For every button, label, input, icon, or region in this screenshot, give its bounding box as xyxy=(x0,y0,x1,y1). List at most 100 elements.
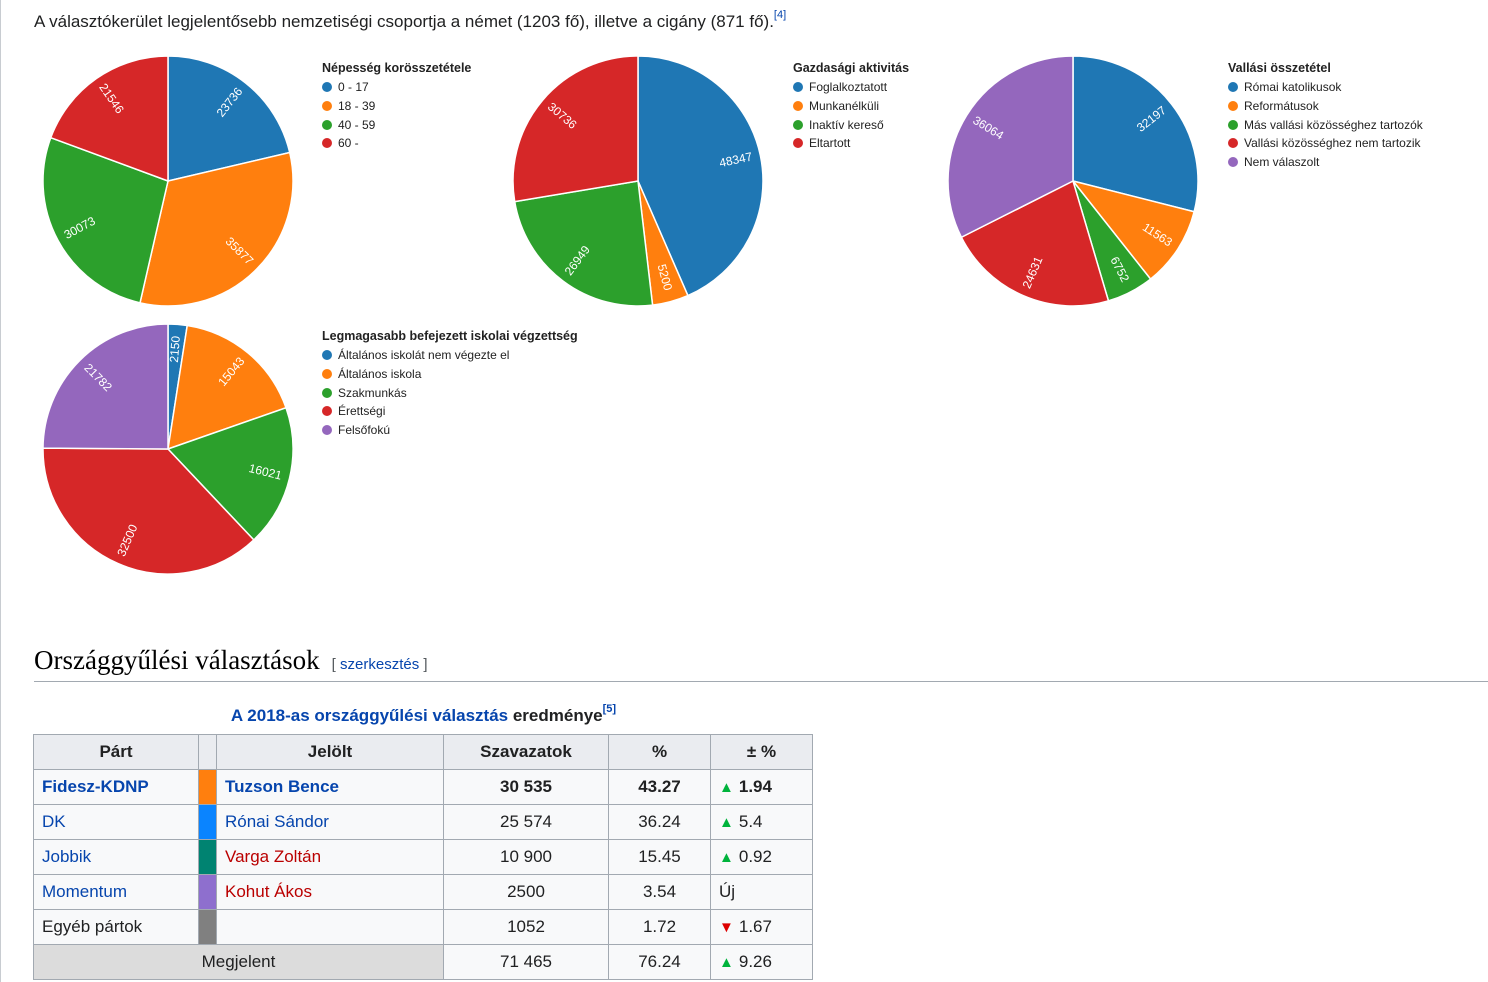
legend-dot-icon xyxy=(322,350,332,361)
legend-label: Eltartott xyxy=(809,136,851,151)
turnout-percent: 76.24 xyxy=(608,944,711,980)
pie-slice xyxy=(513,180,654,307)
pie-slice xyxy=(947,55,1074,239)
candidate-link[interactable]: Tuzson Bence xyxy=(225,777,339,796)
legend-label: Általános iskolát nem végezte el xyxy=(338,348,510,363)
legend-label: Reformátusok xyxy=(1244,99,1319,114)
caption-reference-link[interactable]: [5] xyxy=(602,703,617,715)
change-value: Új xyxy=(719,882,736,901)
party-link[interactable]: Momentum xyxy=(42,882,128,901)
legend-item: Más vallási közösséghez tartozók xyxy=(1228,115,1423,134)
legend-dot-icon xyxy=(322,82,332,93)
change-cell: ▲ 0.92 xyxy=(710,839,813,875)
edit-section-link[interactable]: szerkesztés xyxy=(340,656,420,673)
legend-religion: Vallási összetétel Római katolikusok Refo… xyxy=(1228,61,1423,171)
intro-paragraph: A választókerület legjelentősebb nemzeti… xyxy=(34,9,787,32)
legend-dot-icon xyxy=(1228,82,1238,93)
legend-label: 0 - 17 xyxy=(338,80,369,95)
candidate-link-missing-page[interactable]: Varga Zoltán xyxy=(225,847,322,866)
legend-title: Népesség korösszetétele xyxy=(322,61,472,75)
legend-item: Általános iskola xyxy=(322,365,578,384)
candidate-link-missing-page[interactable]: Kohut Ákos xyxy=(225,882,312,901)
pie-slice xyxy=(167,55,291,182)
intro-text: A választókerület legjelentősebb nemzeti… xyxy=(34,12,774,31)
table-row: Egyéb pártok 1052 1.72 ▼ 1.67 xyxy=(33,909,813,945)
legend-item: Munkanélküli xyxy=(793,97,909,116)
section-title: Országgyűlési választások xyxy=(34,645,320,675)
legend-dot-icon xyxy=(322,138,332,149)
percent-cell: 3.54 xyxy=(608,874,711,910)
party-cell: Momentum xyxy=(33,874,199,910)
turnout-label: Megjelent xyxy=(33,944,444,980)
pie-slice-label: 2150 xyxy=(167,335,183,363)
party-link[interactable]: Fidesz-KDNP xyxy=(42,777,149,796)
party-color-cell xyxy=(198,874,217,910)
candidate-link[interactable]: Rónai Sándor xyxy=(225,812,329,831)
legend-age: Népesség korösszetétele 0 - 17 18 - 39 40 … xyxy=(322,61,471,153)
party-color-cell xyxy=(198,769,217,805)
legend-dot-icon xyxy=(322,119,332,130)
trend-up-icon: ▲ xyxy=(719,814,734,831)
legend-dot-icon xyxy=(322,406,332,417)
votes-cell: 2500 xyxy=(443,874,609,910)
election-link[interactable]: A 2018-as országgyűlési választás xyxy=(230,706,509,725)
pie-slice xyxy=(960,179,1110,307)
header-color xyxy=(198,734,217,770)
intro-reference-link[interactable]: [4] xyxy=(773,9,787,21)
caption-text: eredménye xyxy=(508,706,603,725)
legend-item: Általános iskolát nem végezte el xyxy=(322,346,578,365)
percent-cell: 36.24 xyxy=(608,804,711,840)
edit-bracket-close: ] xyxy=(419,656,428,673)
legend-item: 40 - 59 xyxy=(322,115,471,134)
legend-title: Gazdasági aktivitás xyxy=(793,61,910,75)
legend-dot-icon xyxy=(1228,119,1238,130)
party-cell: Egyéb pártok xyxy=(33,909,199,945)
table-row: Momentum Kohut Ákos 2500 3.54 Új xyxy=(33,874,813,910)
pie-slice xyxy=(49,55,169,183)
section-heading: Országgyűlési választások [ szerkesztés ] xyxy=(34,645,1488,682)
pie-slice xyxy=(166,406,294,541)
legend-dot-icon xyxy=(793,119,803,130)
party-color-cell xyxy=(198,839,217,875)
party-color-cell xyxy=(198,804,217,840)
party-cell: DK xyxy=(33,804,199,840)
table-caption: A 2018-as országgyűlési választás eredmé… xyxy=(34,703,813,726)
header-percent: % xyxy=(608,734,711,770)
percent-cell: 1.72 xyxy=(608,909,711,945)
votes-cell: 25 574 xyxy=(443,804,609,840)
legend-item: Reformátusok xyxy=(1228,97,1423,116)
legend-dot-icon xyxy=(793,138,803,149)
turnout-votes: 71 465 xyxy=(443,944,609,980)
legend-dot-icon xyxy=(793,82,803,93)
header-votes: Szavazatok xyxy=(443,734,609,770)
legend-item: 0 - 17 xyxy=(322,78,471,97)
party-link[interactable]: Jobbik xyxy=(42,847,92,866)
party-cell: Jobbik xyxy=(33,839,199,875)
legend-item: 18 - 39 xyxy=(322,97,471,116)
legend-dot-icon xyxy=(1228,101,1238,112)
legend-item: Nem válaszolt xyxy=(1228,153,1423,172)
candidate-cell: Varga Zoltán xyxy=(216,839,444,875)
legend-dot-icon xyxy=(1228,157,1238,168)
table-row: Jobbik Varga Zoltán 10 900 15.45 ▲ 0.92 xyxy=(33,839,813,875)
legend-economic-activity: Gazdasági aktivitás Foglalkoztatott Munka… xyxy=(793,61,909,153)
header-change: ± % xyxy=(710,734,813,770)
pie-slice xyxy=(42,447,255,575)
legend-item: Római katolikusok xyxy=(1228,78,1423,97)
table-row: DK Rónai Sándor 25 574 36.24 ▲ 5.4 xyxy=(33,804,813,840)
candidate-cell: Tuzson Bence xyxy=(216,769,444,805)
party-cell: Fidesz-KDNP xyxy=(33,769,199,805)
pie-slice xyxy=(167,324,287,451)
party-link[interactable]: DK xyxy=(42,812,66,831)
legend-item: Inaktív kereső xyxy=(793,115,909,134)
legend-dot-icon xyxy=(793,101,803,112)
legend-label: Általános iskola xyxy=(338,367,422,382)
legend-label: Nem válaszolt xyxy=(1244,155,1320,170)
header-party: Párt xyxy=(33,734,199,770)
legend-label: Munkanélküli xyxy=(809,99,880,114)
legend-label: Szakmunkás xyxy=(338,385,407,400)
trend-up-icon: ▲ xyxy=(719,954,734,971)
